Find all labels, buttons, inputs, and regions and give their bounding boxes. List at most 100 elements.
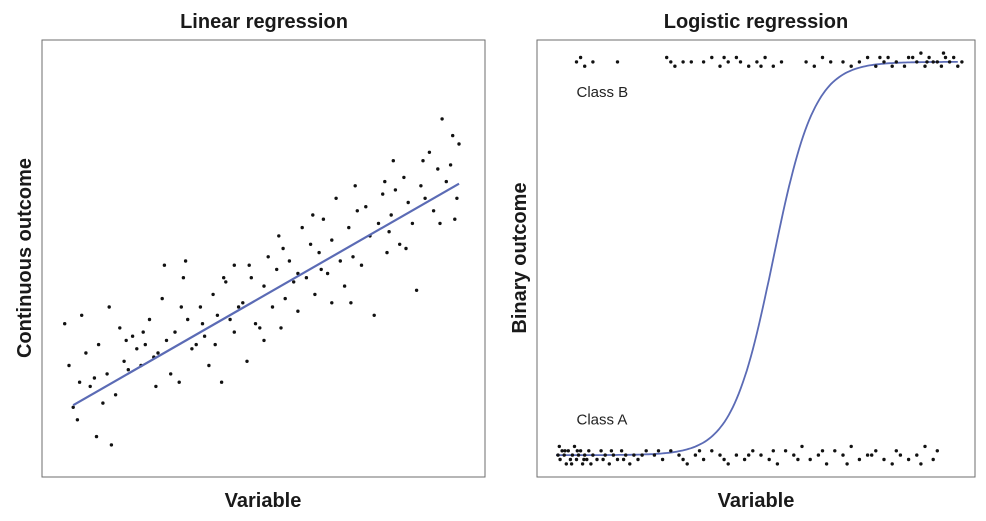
class-a-point <box>816 453 821 457</box>
data-point <box>262 284 266 288</box>
data-point <box>173 330 177 334</box>
data-point <box>453 217 457 221</box>
data-point <box>84 351 88 355</box>
class-b-point <box>919 51 923 55</box>
data-point <box>347 225 351 230</box>
data-point <box>391 159 395 163</box>
data-point <box>262 338 266 343</box>
data-point <box>77 380 82 384</box>
class-a-point <box>632 453 636 457</box>
class-b-point <box>578 55 583 60</box>
class-a-point <box>800 444 804 449</box>
data-point <box>109 443 114 447</box>
class-a-point <box>742 457 747 462</box>
class-a-point <box>570 453 575 457</box>
class-a-point <box>677 453 681 457</box>
class-b-point <box>759 64 763 68</box>
logistic-points <box>556 51 964 466</box>
data-point <box>387 230 391 234</box>
data-point <box>334 196 338 200</box>
class-a-point <box>556 453 560 457</box>
class-a-point <box>697 449 702 453</box>
class-a-point <box>915 453 919 457</box>
class-a-point <box>615 457 620 462</box>
data-point <box>62 322 67 326</box>
class-a-point <box>580 462 585 466</box>
class-b-point <box>927 55 931 60</box>
data-point <box>383 179 387 184</box>
class-b-point <box>583 64 587 68</box>
class-b-point <box>747 64 751 68</box>
class-b-point <box>718 64 722 68</box>
class-b-point <box>890 64 894 68</box>
class-b-point <box>941 51 946 55</box>
data-point <box>372 313 376 317</box>
class-a-point <box>669 449 673 453</box>
data-point <box>215 313 220 317</box>
class-a-point <box>601 457 605 462</box>
data-point <box>71 405 75 409</box>
data-point <box>232 263 236 267</box>
class-a-point <box>931 457 935 462</box>
data-point <box>162 263 167 267</box>
data-point <box>410 221 415 226</box>
class-a-point <box>935 449 939 453</box>
class-b-point <box>722 55 726 60</box>
class-a-point <box>636 457 640 462</box>
data-point <box>421 159 425 163</box>
data-point <box>355 209 359 213</box>
data-point <box>283 296 287 301</box>
data-point <box>404 246 408 251</box>
class-b-point <box>755 60 759 64</box>
class-b-point <box>615 60 620 64</box>
class-a-point <box>566 449 570 453</box>
class-b-point <box>925 60 929 64</box>
class-a-point <box>599 449 603 453</box>
data-point <box>330 238 334 242</box>
data-point <box>351 255 355 259</box>
data-point <box>135 347 139 351</box>
logistic-plot-area <box>536 39 976 478</box>
class-b-point <box>849 64 853 68</box>
linear-regression-chart: Linear regression Variable Continuous ou… <box>14 11 486 512</box>
data-point <box>364 205 368 209</box>
data-point <box>414 288 419 292</box>
data-point <box>253 322 258 326</box>
class-a-point <box>681 457 685 462</box>
class-b-point <box>935 60 939 64</box>
class-a-point <box>796 457 800 462</box>
class-b-point <box>726 60 730 64</box>
data-point <box>406 200 410 205</box>
data-point <box>385 250 389 255</box>
data-point <box>222 276 226 280</box>
class-b-point <box>865 55 870 60</box>
data-point <box>296 309 300 313</box>
class-b-point <box>804 60 808 64</box>
class-b-point <box>591 60 595 64</box>
class-a-point <box>611 453 616 457</box>
class-a-point <box>771 449 775 453</box>
data-point <box>304 276 309 280</box>
class-a-point <box>849 444 853 449</box>
class-a-point <box>628 462 632 466</box>
data-point <box>300 225 304 230</box>
class-b-point <box>882 60 886 64</box>
data-point <box>419 184 423 188</box>
class-a-point <box>833 449 837 453</box>
class-b-point <box>923 64 927 68</box>
class-b-point <box>857 60 862 64</box>
linear-fit-line <box>72 182 460 407</box>
data-point <box>156 351 160 355</box>
class-b-point <box>669 60 673 64</box>
class-a-point <box>701 457 706 462</box>
data-point <box>444 179 448 184</box>
data-point <box>266 255 270 259</box>
class-a-point <box>569 462 574 466</box>
class-b-point <box>902 64 907 68</box>
data-point <box>349 301 353 305</box>
class-b-point <box>906 55 911 60</box>
data-point <box>277 234 281 238</box>
data-point <box>279 326 283 330</box>
class-a-point <box>562 453 566 457</box>
class-a-point <box>857 457 862 462</box>
